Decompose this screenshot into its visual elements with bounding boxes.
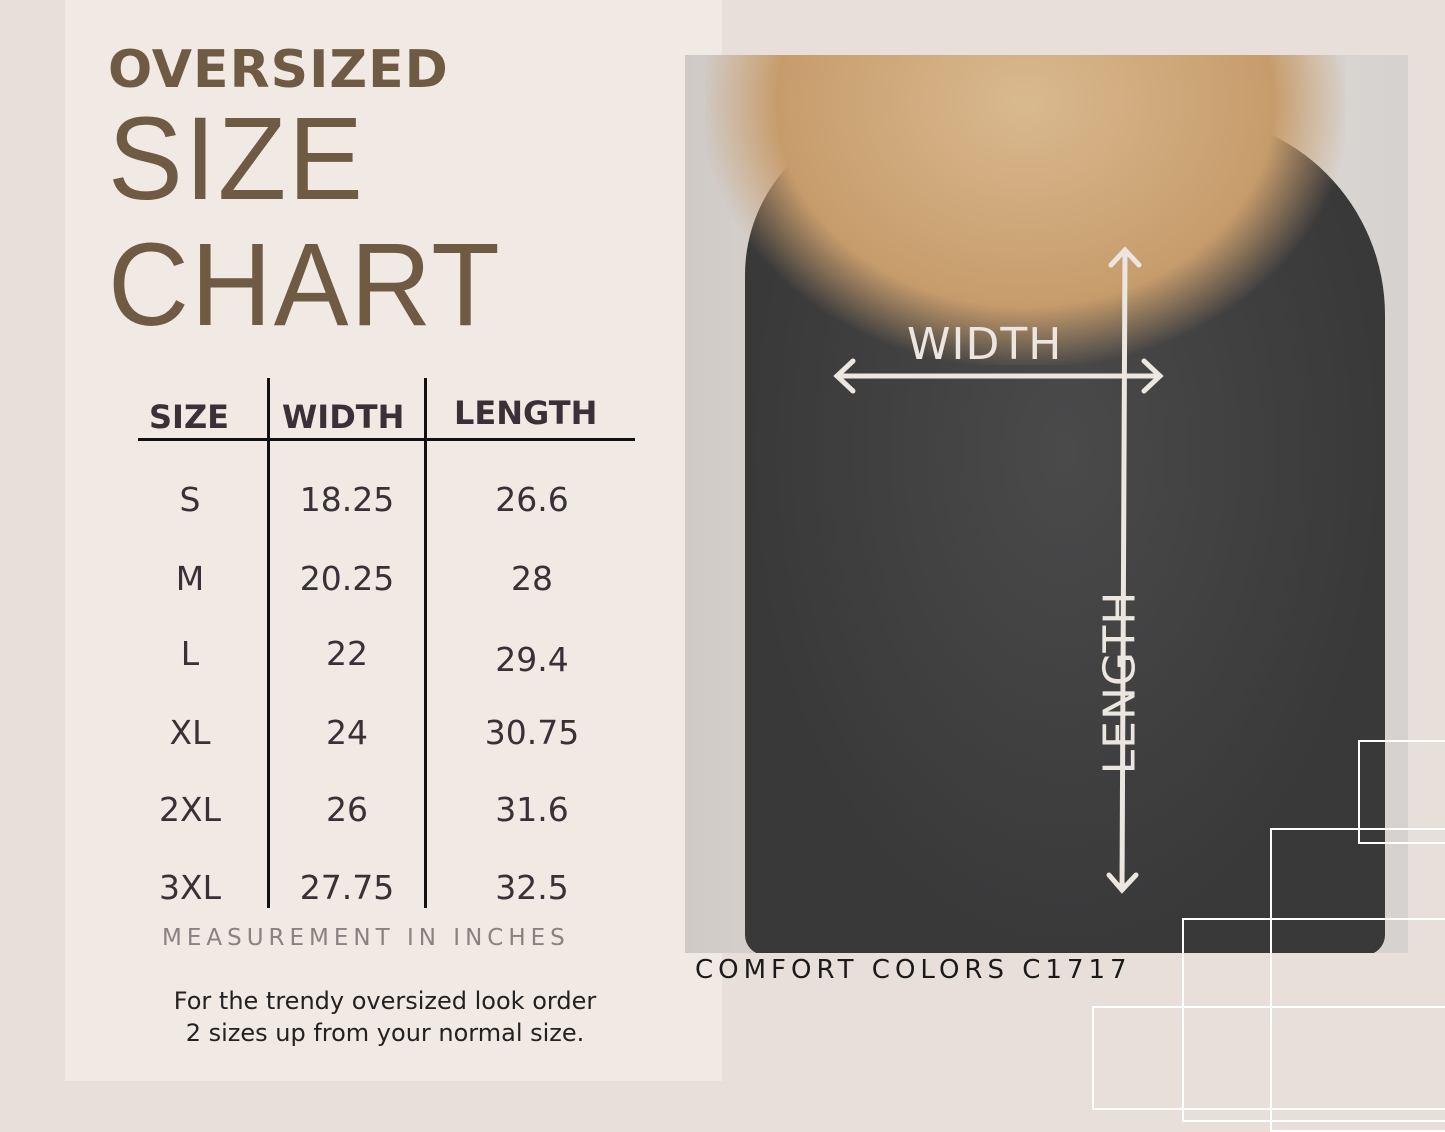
- cell-size: 3XL: [159, 868, 221, 907]
- cell-size: L: [180, 634, 200, 673]
- title-size: SIZE: [108, 100, 365, 218]
- cell-width: 22: [326, 634, 368, 673]
- fit-note-line: For the trendy oversized look order: [173, 987, 597, 1015]
- width-label: WIDTH: [907, 319, 1063, 370]
- cell-length: 31.6: [495, 790, 569, 829]
- fit-note-line: 2 sizes up from your normal size.: [185, 1019, 585, 1047]
- title-chart-text: CHART: [108, 219, 502, 351]
- cell-width: 24: [326, 713, 368, 752]
- cell-size: 2XL: [159, 790, 221, 829]
- title-chart: CHART: [108, 226, 502, 344]
- deco-square: [1358, 740, 1445, 844]
- fit-note: For the trendy oversized look order 2 si…: [140, 985, 630, 1049]
- header-length: LENGTH: [454, 394, 598, 432]
- cell-width: 26: [326, 790, 368, 829]
- cell-width: 18.25: [299, 480, 395, 519]
- arrow-head: [833, 358, 856, 394]
- header-width: WIDTH: [282, 398, 405, 436]
- title-oversized: OVERSIZED: [108, 40, 449, 100]
- cell-length: 26.6: [495, 480, 569, 519]
- cell-length: 29.4: [495, 640, 569, 679]
- arrow-head: [1141, 358, 1164, 394]
- header-size: SIZE: [149, 398, 230, 436]
- model-photo: WIDTH LENGTH: [685, 55, 1408, 953]
- left-panel: [65, 0, 722, 1081]
- arrow-head: [1106, 872, 1139, 894]
- length-label: LENGTH: [1094, 590, 1146, 775]
- cell-length: 30.75: [484, 713, 580, 752]
- measure-arrows: [833, 246, 1164, 894]
- cell-length: 28: [511, 559, 553, 598]
- column-divider: [424, 378, 427, 908]
- column-divider: [267, 378, 270, 908]
- brand-label: COMFORT COLORS C1717: [695, 955, 1132, 985]
- cell-size: S: [179, 480, 201, 519]
- deco-square: [1092, 1006, 1445, 1110]
- measurement-note: MEASUREMENT IN INCHES: [162, 925, 570, 951]
- length-arrow: [1119, 247, 1128, 893]
- cell-width: 20.25: [299, 559, 395, 598]
- header-divider: [138, 438, 635, 441]
- cell-size: XL: [169, 713, 211, 752]
- hair: [705, 55, 1345, 365]
- cell-width: 27.75: [299, 868, 395, 907]
- arrow-head: [1108, 246, 1142, 268]
- cell-length: 32.5: [495, 868, 569, 907]
- cell-size: M: [175, 559, 205, 598]
- title-size-text: SIZE: [108, 93, 365, 225]
